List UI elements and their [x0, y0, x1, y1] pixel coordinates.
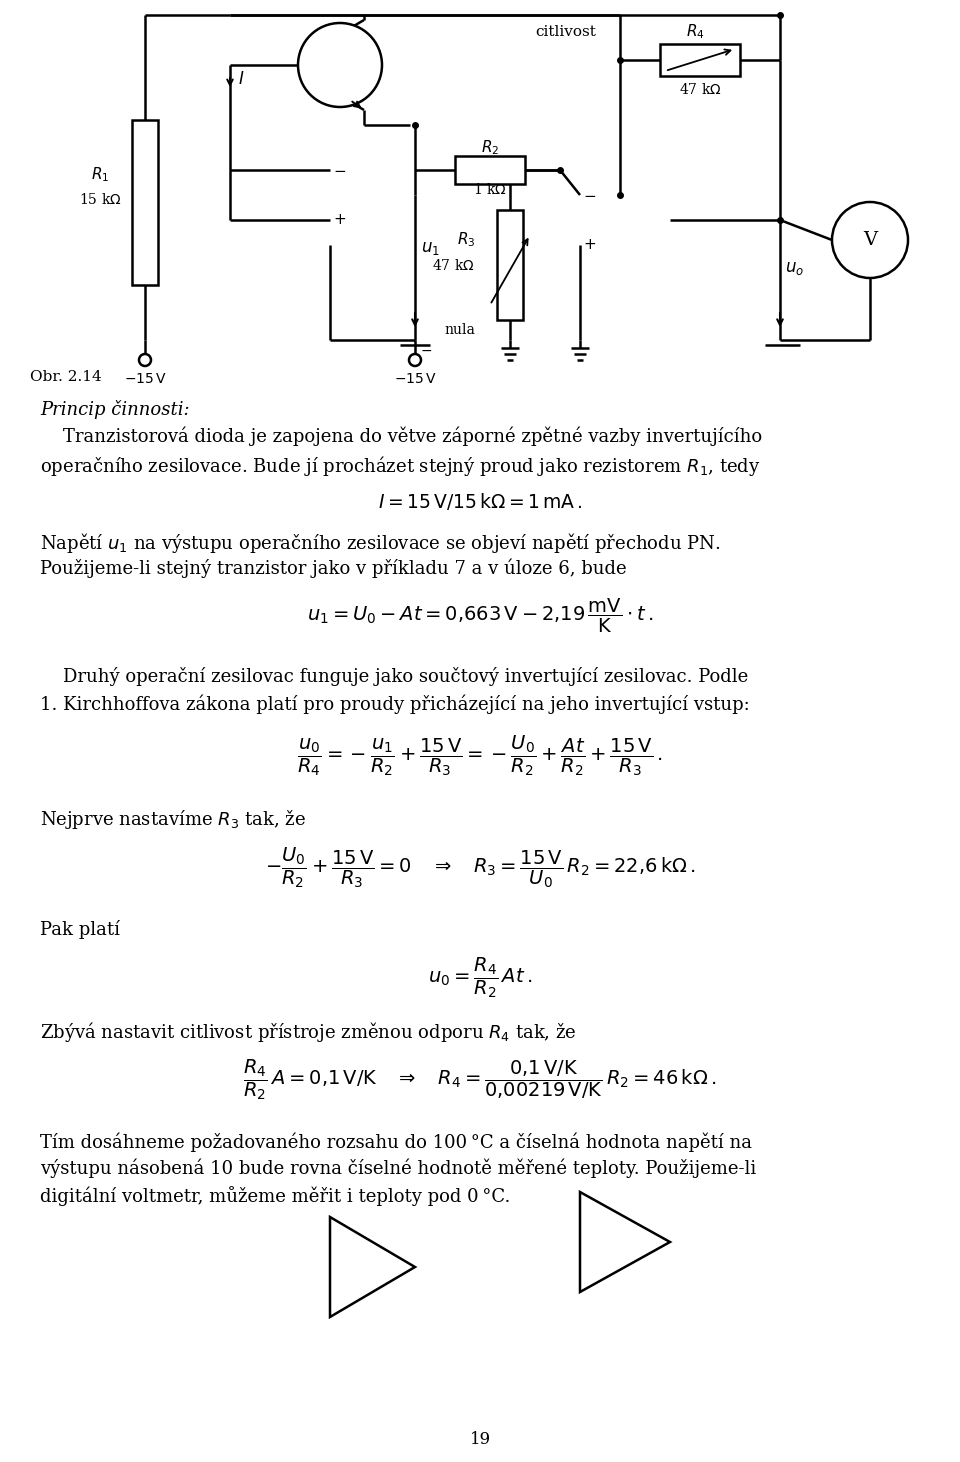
Text: $-$: $-$: [333, 162, 347, 177]
Text: Zbývá nastavit citlivost přístroje změnou odporu $R_4$ tak, že: Zbývá nastavit citlivost přístroje změno…: [40, 1020, 577, 1044]
Text: Tím dosáhneme požadovaného rozsahu do 100 °C a číselná hodnota napětí na: Tím dosáhneme požadovaného rozsahu do 10…: [40, 1132, 752, 1152]
Text: $u_1 = U_0 - At = 0{,}663\,\mathrm{V} - 2{,}19\,\dfrac{\mathrm{mV}}{\mathrm{K}} : $u_1 = U_0 - At = 0{,}663\,\mathrm{V} - …: [307, 596, 653, 635]
Text: citlivost: citlivost: [535, 25, 596, 39]
Text: operačního zesilovace. Bude jí procházet stejný proud jako rezistorem $R_1$, ted: operačního zesilovace. Bude jí procházet…: [40, 455, 760, 478]
Text: Druhý operační zesilovac funguje jako součtový invertující zesilovac. Podle: Druhý operační zesilovac funguje jako so…: [40, 667, 748, 686]
Text: $I = 15\,\mathrm{V}/15\,\mathrm{k\Omega} = 1\,\mathrm{mA}\,.$: $I = 15\,\mathrm{V}/15\,\mathrm{k\Omega}…: [377, 491, 583, 512]
Text: $I$: $I$: [238, 72, 245, 89]
Text: $\dfrac{R_4}{R_2}\,A = 0{,}1\,\mathrm{V/K} \quad \Rightarrow \quad R_4 = \dfrac{: $\dfrac{R_4}{R_2}\,A = 0{,}1\,\mathrm{V/…: [243, 1057, 717, 1102]
Text: $u_o$: $u_o$: [785, 260, 804, 276]
Text: nula: nula: [444, 323, 475, 338]
Text: $-15\,\mathrm{V}$: $-15\,\mathrm{V}$: [124, 371, 166, 386]
Bar: [660, 44, 740, 76]
Circle shape: [139, 354, 151, 366]
Bar: [497, 211, 523, 320]
Text: $u_1$: $u_1$: [420, 240, 440, 257]
Text: 19: 19: [469, 1431, 491, 1449]
Bar: [455, 156, 525, 184]
Text: Nejprve nastavíme $R_3$ tak, že: Nejprve nastavíme $R_3$ tak, že: [40, 808, 306, 830]
Text: Princip činnosti:: Princip činnosti:: [40, 401, 190, 420]
Text: $-\dfrac{U_0}{R_2} + \dfrac{15\,\mathrm{V}}{R_3} = 0 \quad \Rightarrow \quad R_3: $-\dfrac{U_0}{R_2} + \dfrac{15\,\mathrm{…: [265, 845, 695, 890]
Text: $R_4$: $R_4$: [685, 22, 705, 41]
Text: digitální voltmetr, můžeme měřit i teploty pod 0 °C.: digitální voltmetr, můžeme měřit i teplo…: [40, 1186, 511, 1206]
Text: $+$: $+$: [584, 238, 596, 251]
Text: 47 k$\Omega$: 47 k$\Omega$: [679, 82, 721, 98]
Text: výstupu násobená 10 bude rovna číselné hodnotě měřené teploty. Použijeme-li: výstupu násobená 10 bude rovna číselné h…: [40, 1159, 756, 1178]
Text: $+$: $+$: [333, 213, 347, 227]
Text: $-$: $-$: [420, 344, 432, 357]
Text: $u_0 = \dfrac{R_4}{R_2}\,At\,.$: $u_0 = \dfrac{R_4}{R_2}\,At\,.$: [428, 955, 532, 1000]
Text: V: V: [863, 231, 877, 249]
Text: 15 k$\Omega$: 15 k$\Omega$: [79, 193, 121, 208]
Text: Obr. 2.14: Obr. 2.14: [30, 370, 102, 385]
Text: 1. Kirchhoffova zákona platí pro proudy přicházející na jeho invertující vstup:: 1. Kirchhoffova zákona platí pro proudy …: [40, 694, 750, 713]
Text: 47 k$\Omega$: 47 k$\Omega$: [432, 257, 475, 272]
Text: $R_2$: $R_2$: [481, 139, 499, 158]
Circle shape: [298, 23, 382, 107]
Text: Tranzistorová dioda je zapojena do větve záporné zpětné vazby invertujícího: Tranzistorová dioda je zapojena do větve…: [40, 427, 762, 446]
Text: 1 k$\Omega$: 1 k$\Omega$: [473, 183, 507, 197]
Text: $R_3$: $R_3$: [457, 231, 475, 250]
Text: $R_1$: $R_1$: [91, 165, 109, 184]
Text: $-$: $-$: [584, 189, 596, 202]
Text: Napětí $u_1$ na výstupu operačního zesilovace se objeví napětí přechodu PN.: Napětí $u_1$ na výstupu operačního zesil…: [40, 531, 721, 556]
Text: $-$: $-$: [785, 338, 797, 352]
Circle shape: [832, 202, 908, 278]
Text: Použijeme-li stejný tranzistor jako v příkladu 7 a v úloze 6, bude: Použijeme-li stejný tranzistor jako v př…: [40, 558, 627, 577]
Text: $-15\,\mathrm{V}$: $-15\,\mathrm{V}$: [394, 371, 437, 386]
Text: Pak platí: Pak platí: [40, 920, 120, 939]
Bar: [132, 120, 158, 285]
Text: $\dfrac{u_0}{R_4} = -\dfrac{u_1}{R_2} + \dfrac{15\,\mathrm{V}}{R_3} = -\dfrac{U_: $\dfrac{u_0}{R_4} = -\dfrac{u_1}{R_2} + …: [297, 732, 663, 778]
Circle shape: [409, 354, 421, 366]
